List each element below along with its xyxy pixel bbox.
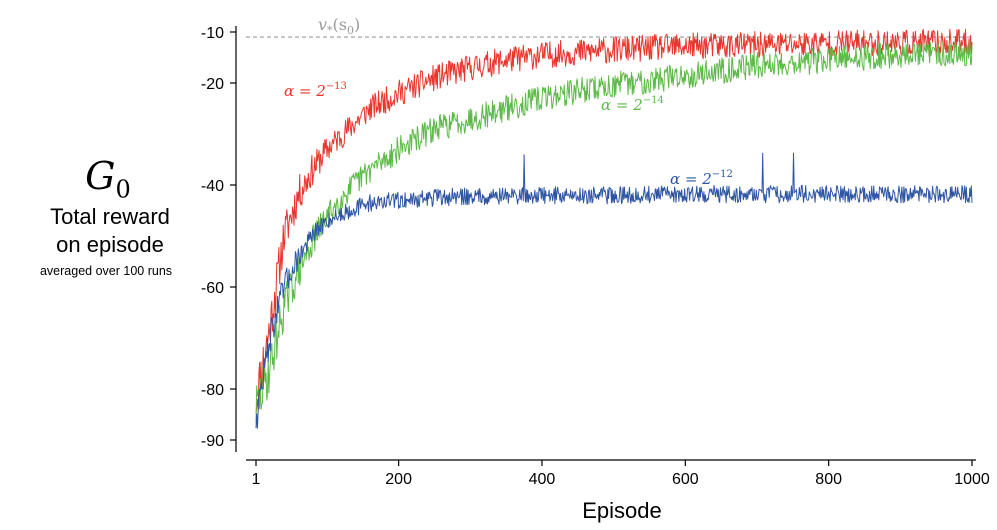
x-tick-label: 800 (815, 471, 842, 488)
series-line-3 (255, 152, 973, 429)
series-line-1 (255, 28, 973, 413)
x-tick-label: 1000 (954, 471, 990, 488)
x-tick-label: 600 (672, 471, 699, 488)
reference-line-group: v*(s0) (246, 15, 972, 38)
y-axis-label-line-3: averaged over 100 runs (39, 264, 173, 278)
y-tick-label: -40 (201, 178, 224, 195)
y-tick-label: -20 (201, 76, 224, 93)
series-label-2: α = 2−14 (601, 95, 664, 114)
series-label-1: α = 2−13 (284, 81, 347, 100)
y-axis-symbol: G0 (85, 154, 131, 204)
y-axis-label-line-1: Total reward (50, 204, 170, 229)
optimal-value-label: v*(s0) (318, 15, 360, 37)
y-tick-label: -90 (201, 433, 224, 450)
y-tick-label: -10 (201, 25, 224, 42)
y-tick-label: -80 (201, 382, 224, 399)
series-labels: α = 2−13 α = 2−14 α = 2−12 (284, 81, 733, 188)
series-group (255, 28, 973, 429)
x-axis-title: Episode (582, 498, 662, 523)
x-tick-label: 1 (252, 471, 261, 488)
x-tick-label: 400 (529, 471, 556, 488)
x-tick-label: 200 (385, 471, 412, 488)
series-label-3: α = 2−12 (670, 169, 733, 188)
y-axis-label-line-2: on episode (56, 232, 164, 257)
y-tick-label: -60 (201, 280, 224, 297)
series-line-2 (255, 39, 973, 423)
axes: -10 -20 -40 -60 -80 -90 1 200 400 600 800 1000 (201, 25, 990, 488)
